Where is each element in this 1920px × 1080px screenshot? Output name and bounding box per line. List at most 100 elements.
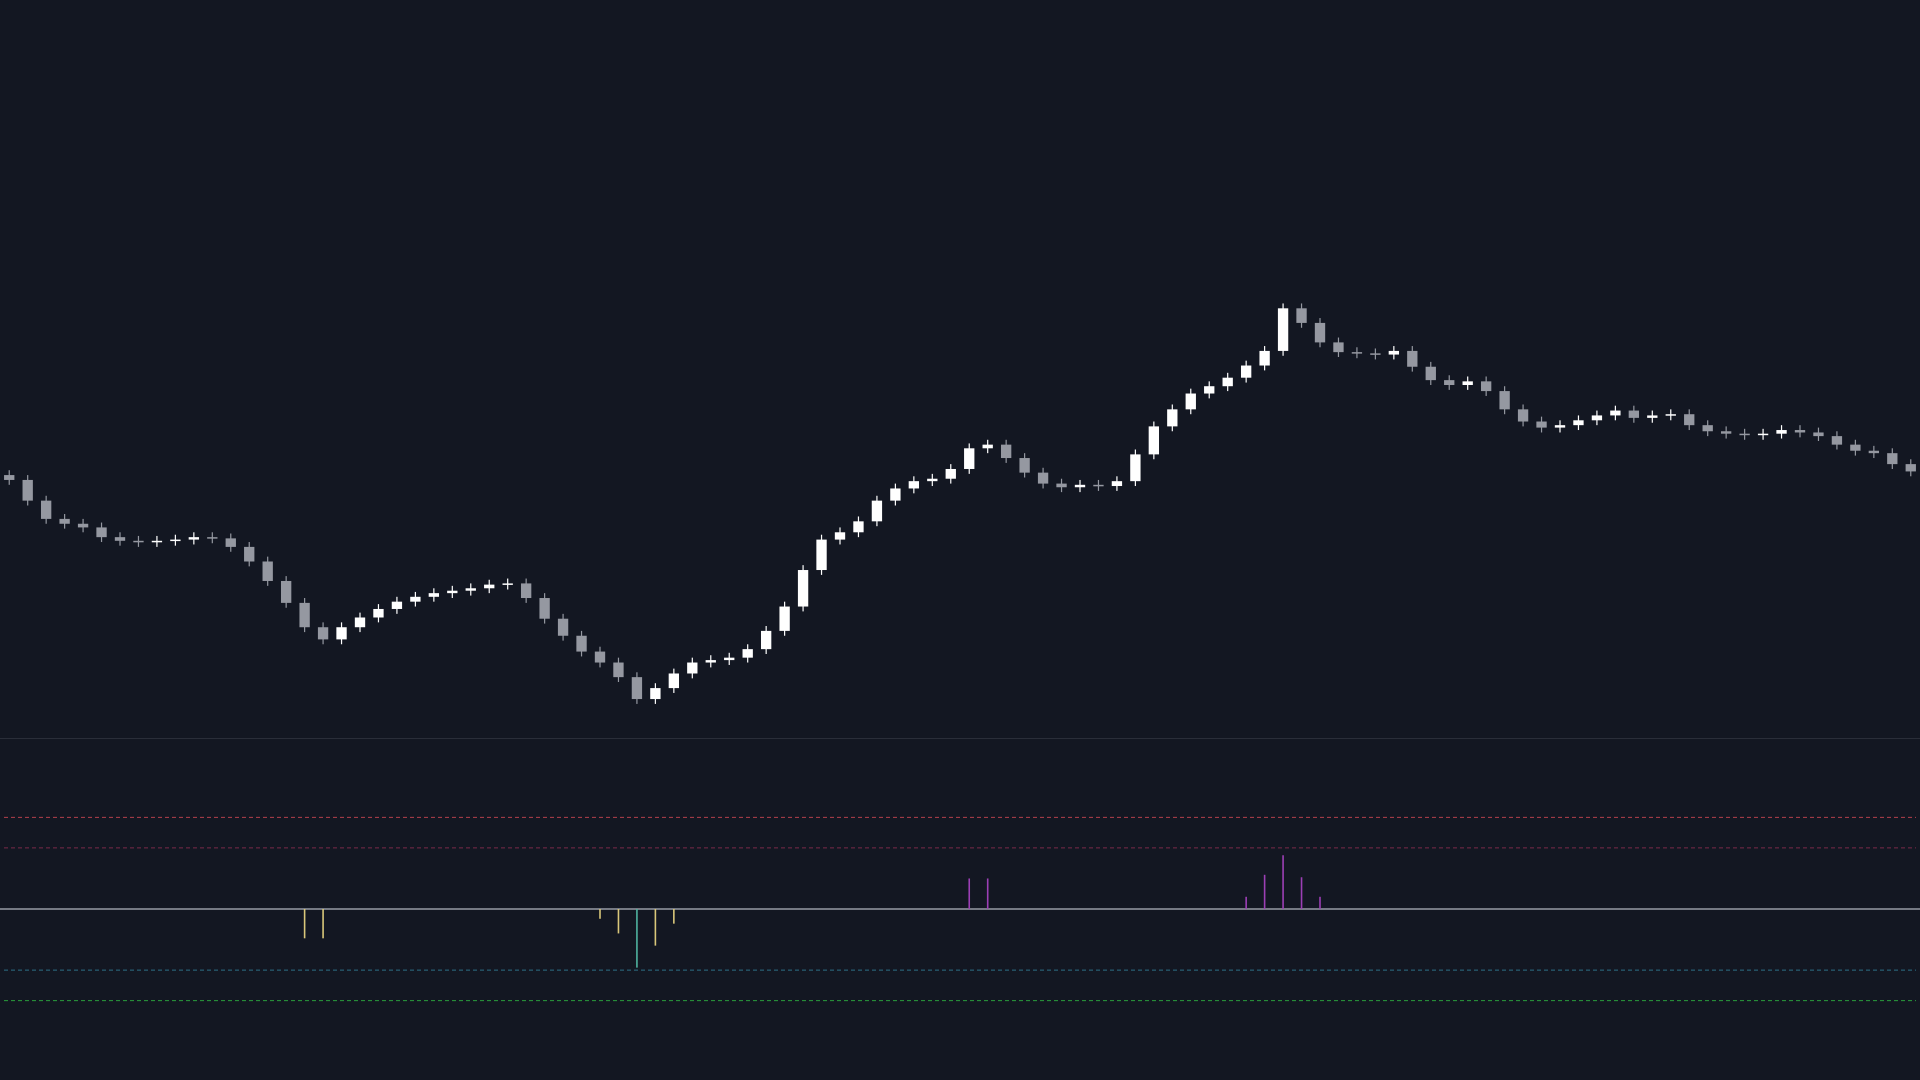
candle-body: [465, 588, 476, 591]
candle-body: [539, 598, 550, 619]
candle-body: [1499, 391, 1510, 410]
candle-body: [1259, 350, 1270, 366]
candle-body: [447, 590, 458, 594]
candle-body: [428, 593, 440, 597]
candle-body: [1647, 415, 1658, 418]
candle-body: [170, 539, 181, 542]
candle-body: [668, 673, 680, 689]
candle-body: [1813, 432, 1824, 437]
candle-body: [1222, 377, 1233, 387]
candle-body: [1277, 308, 1289, 351]
candle-body: [594, 651, 606, 663]
candle-body: [1388, 350, 1400, 355]
candle-body: [1074, 484, 1086, 488]
candle-body: [1148, 426, 1160, 455]
candle-body: [724, 657, 735, 661]
candle-body: [1425, 366, 1436, 381]
candle-body: [391, 601, 403, 609]
candle-body: [1370, 353, 1381, 355]
candle-body: [1684, 414, 1695, 426]
candle-body: [262, 561, 273, 581]
candle-body: [964, 448, 975, 469]
candle-body: [576, 635, 587, 652]
candle-body: [797, 570, 809, 607]
candle-body: [1167, 409, 1178, 427]
candle-body: [40, 500, 52, 519]
candle-body: [1093, 484, 1104, 487]
candle-body: [299, 602, 310, 628]
candle-body: [834, 532, 846, 540]
candle-body: [1111, 481, 1123, 487]
candle-body: [779, 606, 790, 631]
candle-body: [908, 481, 920, 489]
candle-body: [77, 523, 89, 528]
candle-body: [280, 580, 292, 603]
candle-body: [1019, 458, 1030, 473]
candle-body: [650, 688, 661, 700]
candle-body: [1480, 381, 1492, 392]
candle-body: [133, 540, 144, 543]
candle-body: [188, 537, 200, 540]
candle-body: [1665, 414, 1676, 416]
candle-body: [742, 649, 753, 658]
candle-body: [631, 677, 643, 700]
candle-body: [853, 521, 864, 533]
candle-body: [207, 537, 218, 539]
candle-body: [1333, 342, 1344, 353]
candle-body: [1130, 454, 1141, 482]
candle-body: [1554, 425, 1566, 428]
candle-body: [225, 538, 236, 547]
candle-body: [336, 627, 347, 640]
candle-body: [1204, 386, 1215, 394]
candle-body: [1776, 430, 1787, 434]
candle-body: [1444, 380, 1455, 385]
candle-body: [1185, 393, 1196, 410]
candle-body: [1573, 420, 1584, 426]
candle-body: [613, 662, 624, 678]
candle-body: [1056, 483, 1067, 488]
candle-body: [687, 662, 698, 674]
candle-body: [1407, 350, 1418, 367]
candle-body: [871, 500, 883, 522]
candle-body: [890, 488, 901, 501]
candle-body: [317, 627, 329, 640]
candle-body: [114, 537, 126, 541]
candle-body: [945, 468, 956, 479]
candle-body: [1831, 436, 1843, 445]
candle-body: [1905, 464, 1916, 472]
candle-body: [557, 618, 569, 636]
candle-body: [1000, 444, 1012, 459]
candle-body: [484, 584, 495, 589]
candle-body: [1757, 433, 1769, 436]
candle-body: [59, 518, 70, 524]
candle-body: [1462, 381, 1473, 385]
candle-body: [22, 479, 33, 501]
candle-body: [96, 527, 107, 538]
candle-body: [927, 478, 938, 482]
candle-body: [1296, 308, 1307, 323]
candle-body: [982, 444, 993, 449]
candle-body: [1887, 453, 1898, 465]
candle-body: [373, 608, 384, 618]
candle-body: [1037, 472, 1049, 484]
candle-body: [1794, 430, 1806, 433]
candle-body: [4, 475, 15, 480]
candle-body: [244, 546, 255, 562]
candle-body: [705, 660, 716, 663]
candle-body: [1314, 322, 1326, 343]
candle-body: [354, 617, 366, 628]
candle-body: [1720, 431, 1732, 434]
candle-body: [502, 583, 513, 585]
candle-body: [816, 539, 827, 571]
candle-body: [1868, 450, 1880, 454]
candle-body: [1240, 365, 1252, 378]
candle-body: [151, 540, 163, 543]
candle-body: [410, 596, 421, 602]
candle-body: [1850, 444, 1861, 451]
candle-body: [1739, 433, 1750, 436]
candle-body: [1517, 409, 1529, 422]
candle-body: [760, 630, 772, 650]
